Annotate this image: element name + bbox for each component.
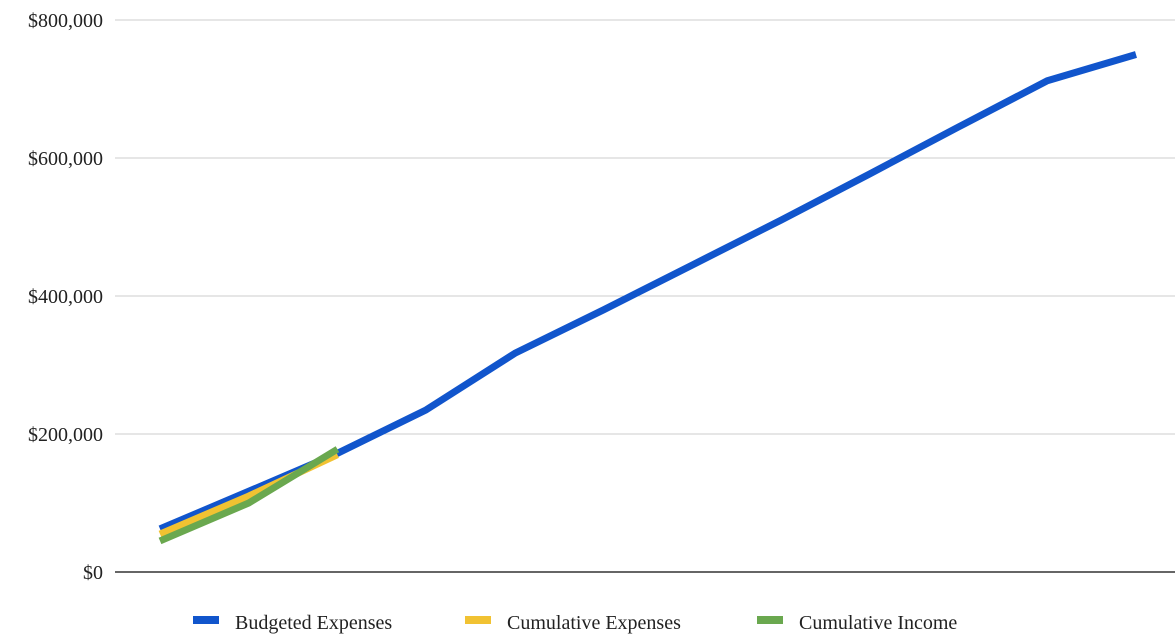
y-axis-tick-labels: $0 $200,000 $400,000 $600,000 $800,000 [28,10,103,584]
legend-swatch [193,616,219,624]
y-tick-label: $0 [83,562,103,584]
legend-label: Budgeted Expenses [235,612,392,634]
gridlines [115,19,1175,573]
legend-label: Cumulative Expenses [507,612,681,634]
y-tick-label: $800,000 [28,10,103,32]
legend-label: Cumulative Income [799,612,957,634]
series-lines [158,51,1137,545]
y-tick-label: $600,000 [28,148,103,170]
legend-swatch [757,616,783,624]
y-tick-label: $200,000 [28,424,103,446]
y-tick-label: $400,000 [28,286,103,308]
series-line-cumulative-income [158,446,340,545]
legend-swatch [465,616,491,624]
legend: Budgeted Expenses Cumulative Expenses Cumu… [193,612,957,634]
series-line-budgeted-expenses [158,51,1137,533]
